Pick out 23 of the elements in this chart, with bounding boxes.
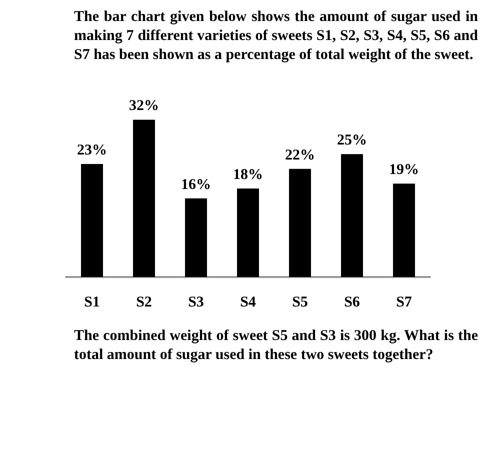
- bar: [185, 198, 207, 277]
- x-tick-label: S2: [136, 294, 152, 310]
- bar: [237, 188, 259, 277]
- data-label: 32%: [129, 98, 159, 114]
- bar: [289, 168, 311, 277]
- chart-title: The bar chart given below shows the amount of sugar used in making 7 different varieties of sweets S1, S2, S3, S4, S5, S6 and S7 has been shown as a percentage of total weight of the sweet.: [74, 8, 478, 65]
- x-tick-label: S6: [344, 294, 360, 310]
- x-tick-label: S3: [188, 294, 204, 310]
- data-label: 25%: [337, 132, 367, 149]
- x-tick-label: S5: [292, 294, 308, 310]
- data-label: 16%: [181, 176, 211, 193]
- x-tick-label: S4: [240, 294, 256, 310]
- data-label: 19%: [389, 162, 419, 178]
- text: The combined weight of sweet S5 and S3 is 300 kg. What is the total amount of sugar used in these two sweets together?: [74, 327, 478, 365]
- bar: [81, 164, 103, 277]
- bar: [341, 154, 363, 277]
- bar: [133, 120, 155, 277]
- data-label: 23%: [77, 142, 107, 158]
- bar: [393, 184, 415, 277]
- x-tick-label: S7: [396, 294, 412, 310]
- data-label: 22%: [285, 147, 315, 164]
- data-label: 18%: [233, 167, 263, 184]
- x-tick-label: S1: [84, 294, 100, 310]
